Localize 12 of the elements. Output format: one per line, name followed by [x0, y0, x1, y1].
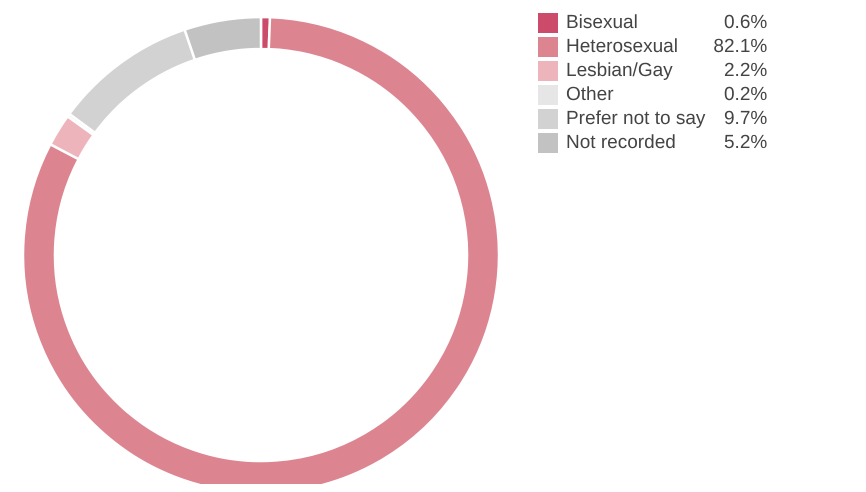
legend-label: Lesbian/Gay	[566, 60, 674, 82]
legend-label: Bisexual	[566, 12, 639, 34]
legend-label: Prefer not to say	[566, 108, 706, 130]
legend-label: Other	[566, 84, 615, 106]
legend-label: Heterosexual	[566, 36, 679, 58]
data-label: 9.7%	[722, 108, 768, 130]
data-label: 2.2%	[722, 60, 768, 82]
data-label: 0.6%	[722, 12, 768, 34]
data-label: 0.2%	[722, 84, 768, 106]
data-label: 82.1%	[713, 36, 768, 58]
legend-label: Not recorded	[566, 132, 677, 154]
data-label: 5.2%	[722, 132, 768, 154]
